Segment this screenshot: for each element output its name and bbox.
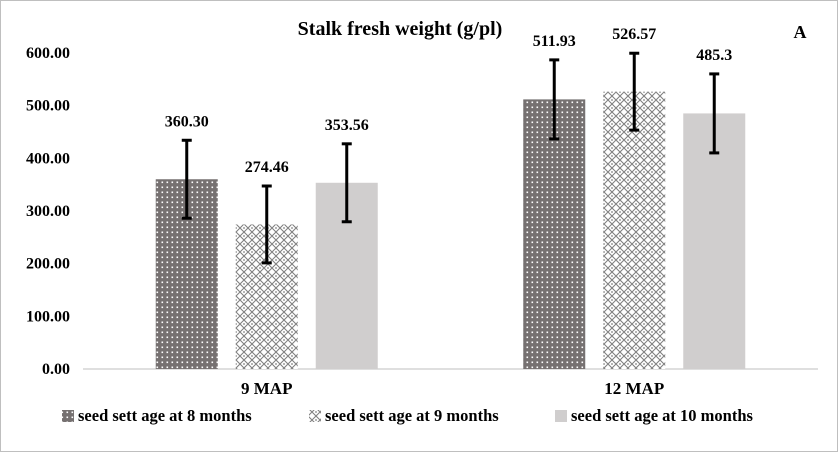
y-tick-label: 500.00 xyxy=(26,98,70,115)
bar-series xyxy=(155,91,746,370)
data-label-2-1: 274.46 xyxy=(245,159,289,176)
legend: seed sett age at 8 months seed sett age a… xyxy=(62,406,754,425)
bar-3-2 xyxy=(683,113,746,370)
legend-swatch-2 xyxy=(309,410,321,422)
legend-label-2: seed sett age at 9 months xyxy=(325,406,499,425)
data-label-3-2: 485.3 xyxy=(696,47,732,64)
y-tick-label: 600.00 xyxy=(26,45,70,62)
legend-swatch-1 xyxy=(62,410,74,422)
data-label-3-1: 353.56 xyxy=(325,117,369,134)
x-axis-categories: 9 MAP 12 MAP xyxy=(241,379,664,398)
legend-label-3: seed sett age at 10 months xyxy=(571,406,754,425)
y-axis-ticks: 0.00 100.00 200.00 300.00 400.00 500.00 600.00 xyxy=(26,45,70,378)
bar-2-2 xyxy=(603,91,666,370)
panel-label: A xyxy=(794,22,807,42)
error-bar-1-2 xyxy=(549,58,560,141)
error-bar-2-1 xyxy=(261,184,272,265)
error-bar-3-2 xyxy=(709,72,720,155)
data-label-1-1: 360.30 xyxy=(165,113,209,130)
error-bar-1-1 xyxy=(181,138,192,220)
y-tick-label: 100.00 xyxy=(26,308,70,325)
y-tick-label: 400.00 xyxy=(26,150,70,167)
legend-swatch-3 xyxy=(555,410,567,422)
category-label: 12 MAP xyxy=(604,379,664,398)
legend-label-1: seed sett age at 8 months xyxy=(78,406,252,425)
y-tick-label: 200.00 xyxy=(26,256,70,273)
category-label: 9 MAP xyxy=(241,379,292,398)
data-label-1-2: 511.93 xyxy=(533,33,576,50)
chart-title: Stalk fresh weight (g/pl) xyxy=(298,18,503,40)
error-bar-3-1 xyxy=(341,142,352,224)
error-bar-2-2 xyxy=(629,51,640,132)
error-bars xyxy=(181,51,720,265)
y-tick-label: 300.00 xyxy=(26,203,70,220)
y-tick-label: 0.00 xyxy=(42,361,70,378)
data-label-2-2: 526.57 xyxy=(612,26,656,43)
bar-1-2 xyxy=(523,99,586,369)
data-labels: 360.30 274.46 353.56 511.93 526.57 485.3 xyxy=(165,26,733,176)
